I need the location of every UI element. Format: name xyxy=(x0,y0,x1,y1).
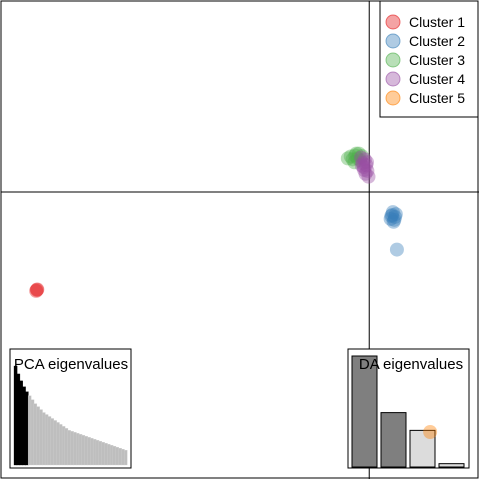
legend-marker-cluster-2 xyxy=(385,33,401,49)
cluster-4-point xyxy=(357,152,372,167)
cluster-3-point xyxy=(343,149,358,164)
pca-eigenvalue-bar xyxy=(109,445,114,466)
legend-label-cluster-5: Cluster 5 xyxy=(409,90,465,106)
pca-eigenvalue-bar xyxy=(47,416,52,466)
cluster-3-point xyxy=(345,152,360,167)
pca-eigenvalue-bar xyxy=(98,441,103,466)
pca-eigenvalue-bar xyxy=(42,412,46,466)
pca-eigenvalue-bar xyxy=(124,449,128,466)
cluster-4-point xyxy=(356,160,371,175)
legend-marker-cluster-5 xyxy=(385,90,401,106)
cluster-4-point xyxy=(361,169,376,184)
pca-eigenvalue-bar xyxy=(73,432,77,466)
pca-eigenvalue-bar xyxy=(76,433,80,466)
cluster-4-point xyxy=(354,158,369,173)
cluster-2-point xyxy=(386,214,401,229)
pca-eigenvalue-bar xyxy=(64,428,69,466)
pca-eigenvalue-bar xyxy=(22,386,26,466)
pca-eigenvalue-bar xyxy=(115,447,119,466)
cluster-4-point xyxy=(355,156,370,171)
pca-eigenvalue-bar xyxy=(121,449,125,466)
cluster-2-point xyxy=(387,212,402,227)
pca-eigenvalue-bar xyxy=(92,439,97,466)
pca-eigenvalue-bar xyxy=(16,373,21,466)
cluster-2-point xyxy=(384,209,399,223)
cluster-1-point xyxy=(30,282,45,297)
cluster-2-point xyxy=(385,205,400,220)
legend-marker-cluster-1 xyxy=(385,14,401,30)
cluster-3-point xyxy=(347,155,362,170)
pca-eigenvalue-bar xyxy=(95,440,100,466)
pca-eigenvalue-bar xyxy=(87,437,91,466)
data-points xyxy=(29,146,404,298)
pca-eigenvalue-bar xyxy=(13,365,18,466)
cluster-2-point xyxy=(388,209,403,224)
cluster-3-point xyxy=(353,153,368,168)
pca-eigenvalue-bar xyxy=(81,435,86,466)
pca-eigenvalue-bar xyxy=(30,399,35,466)
cluster-2-point xyxy=(383,211,398,226)
cluster-3-point xyxy=(340,151,355,166)
da-inset-title: DA eigenvalues xyxy=(359,356,463,373)
cluster-4-point xyxy=(359,158,374,173)
pca-eigenvalue-bar xyxy=(59,424,63,466)
cluster-2-point xyxy=(385,208,400,223)
legend-label-cluster-4: Cluster 4 xyxy=(409,71,465,87)
cluster-3-point xyxy=(348,148,363,163)
pca-eigenvalue-bar xyxy=(39,409,43,466)
legend-box xyxy=(379,0,479,118)
pca-eigenvalue-bar xyxy=(101,442,105,466)
cluster-4-point xyxy=(360,155,375,170)
da-eigenvalue-bar xyxy=(409,429,436,468)
da-eigenvalue-bar xyxy=(438,463,465,468)
legend-label-cluster-2: Cluster 2 xyxy=(409,33,465,49)
cluster-3-point xyxy=(351,146,366,161)
pca-eigenvalue-bar xyxy=(25,391,29,466)
pca-eigenvalue-bar xyxy=(33,403,38,466)
legend-marker-cluster-3 xyxy=(385,52,401,68)
cluster-2-point xyxy=(389,242,404,257)
pca-eigenvalue-bar xyxy=(50,418,54,466)
legend-label-cluster-1: Cluster 1 xyxy=(409,14,465,30)
cluster-1-point xyxy=(29,283,44,298)
pca-eigenvalue-bar xyxy=(36,406,40,466)
da-eigenvalues-inset: DA eigenvalues xyxy=(347,348,470,469)
cluster-3-point xyxy=(349,146,364,161)
pca-eigenvalue-bar xyxy=(27,395,32,466)
legend: Cluster 1 Cluster 2 Cluster 3 Cluster 4 Clus… xyxy=(379,0,479,118)
cluster-1-point xyxy=(29,282,44,297)
pca-eigenvalue-bar xyxy=(67,430,71,466)
pca-eigenvalue-bar xyxy=(53,420,57,466)
pca-eigenvalue-bar xyxy=(104,443,108,466)
pca-eigenvalue-bar xyxy=(56,422,60,466)
cluster-4-point xyxy=(360,163,375,178)
cluster-3-point xyxy=(354,149,369,163)
pca-eigenvalue-bar xyxy=(107,444,111,466)
cluster-4-point xyxy=(358,166,373,181)
cluster-5-point xyxy=(423,425,438,439)
pca-eigenvalue-bar xyxy=(70,431,74,466)
pca-eigenvalue-bar xyxy=(61,426,66,466)
pca-eigenvalue-bar xyxy=(44,414,49,466)
pca-eigenvalue-bar xyxy=(90,438,94,466)
da-eigenvalue-bar xyxy=(380,412,407,468)
legend-label-cluster-3: Cluster 3 xyxy=(409,52,465,68)
pca-eigenvalue-bar xyxy=(118,448,122,466)
pca-inset-title: PCA eigenvalues xyxy=(14,356,128,373)
legend-marker-cluster-4 xyxy=(385,71,401,87)
da-eigenvalue-bar xyxy=(351,355,378,468)
pca-eigenvalue-bar xyxy=(84,436,88,466)
pca-eigenvalue-bar xyxy=(19,380,23,466)
pca-eigenvalues-inset: PCA eigenvalues xyxy=(9,348,132,469)
pca-eigenvalue-bar xyxy=(112,446,117,466)
pca-eigenvalue-bar xyxy=(78,434,83,466)
cluster-2-point xyxy=(388,207,403,222)
cluster-4-point xyxy=(357,162,372,177)
cluster-3-point xyxy=(350,151,365,166)
cluster-4-point xyxy=(354,150,369,165)
